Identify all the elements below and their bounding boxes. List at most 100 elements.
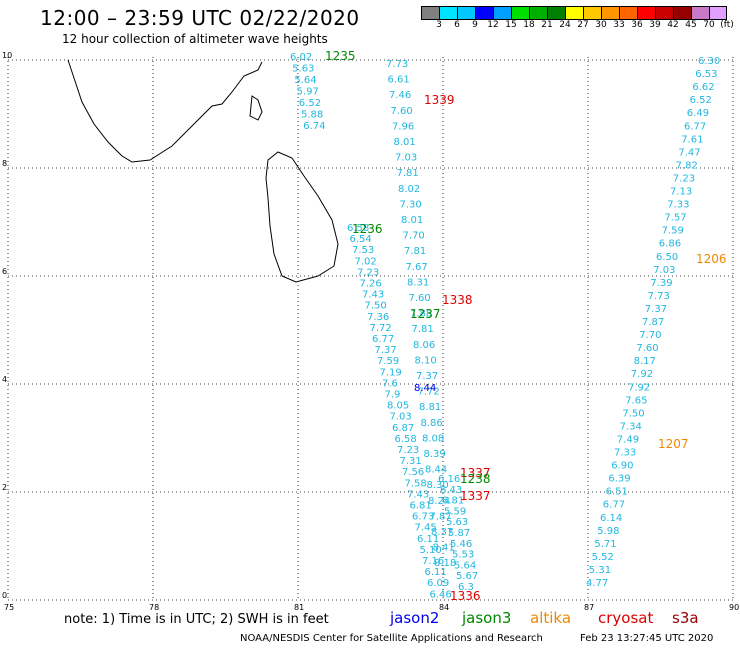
time-label: 1207: [658, 437, 689, 451]
wave-height-label: 6.11: [425, 567, 447, 578]
wave-height-label: 7.60: [391, 106, 413, 117]
x-tick-label: 84: [439, 603, 449, 612]
scale-swatch: [565, 6, 583, 20]
wave-height-label: 8.44: [414, 383, 436, 394]
wave-height-label: 7.60: [636, 343, 658, 354]
wave-height-label: 6.14: [600, 513, 622, 524]
coastline: [67, 59, 339, 283]
wave-height-label: 7.65: [625, 395, 647, 406]
wave-height-label: 7.72: [370, 323, 392, 334]
wave-height-label: 6.53: [695, 69, 717, 80]
time-label: 1337: [460, 489, 491, 503]
scale-swatch: [475, 6, 493, 20]
wave-height-label: 6.54: [350, 234, 372, 245]
wave-height-label: 7.45: [415, 523, 437, 534]
scale-swatch: [583, 6, 601, 20]
wave-height-label: 8.18: [434, 558, 456, 569]
time-label: 1235: [325, 49, 356, 63]
wave-height-label: 5.98: [597, 526, 619, 537]
wave-height-label: 8.24: [428, 496, 450, 507]
map-subtitle: 12 hour collection of altimeter wave hei…: [62, 32, 328, 46]
wave-height-label: 8.01: [401, 215, 423, 226]
wave-height-label: 6.87: [392, 423, 414, 434]
wave-height-label: 6.49: [687, 108, 709, 119]
wave-height-label: 5.63: [446, 517, 468, 528]
wave-height-label: 7.81: [412, 324, 434, 335]
wave-height-label: 6.52: [299, 98, 321, 109]
x-tick-label: 78: [149, 603, 159, 612]
scale-label: 39: [649, 20, 661, 30]
wave-height-label: 7.58: [405, 478, 427, 489]
color-scale: [421, 6, 727, 20]
wave-height-label: 7.23: [397, 445, 419, 456]
time-label: 1338: [442, 293, 473, 307]
scale-label: 30: [595, 20, 607, 30]
footer-timestamp: Feb 23 13:27:45 UTC 2020: [580, 633, 714, 644]
scale-label: 9: [472, 20, 478, 30]
wave-height-label: 7.60: [409, 293, 431, 304]
x-tick-label: 87: [584, 603, 594, 612]
wave-height-label: 5.71: [594, 539, 616, 550]
y-tick-label: 2: [2, 483, 7, 492]
wave-height-label: 8.17: [634, 356, 656, 367]
scale-swatch: [457, 6, 475, 20]
scale-swatch: [439, 6, 457, 20]
wave-height-label: 7.30: [400, 199, 422, 210]
scale-label: 33: [613, 20, 625, 30]
wave-height-label: 8.05: [387, 401, 409, 412]
map-title: 12:00 – 23:59 UTC 02/22/2020: [40, 6, 360, 30]
y-tick-label: 6: [2, 267, 7, 276]
wave-height-label: 6.73: [412, 512, 434, 523]
wave-height-label: 8.30: [427, 480, 449, 491]
y-tick-label: 8: [2, 159, 7, 168]
scale-label: 6: [454, 20, 460, 30]
wave-height-label: 6.43: [440, 485, 462, 496]
wave-height-label: 5.88: [301, 110, 323, 121]
scale-label: 45: [685, 20, 697, 30]
wave-height-label: 7.72: [418, 387, 440, 398]
scale-label: (ft): [720, 20, 734, 30]
wave-height-label: 6.39: [608, 474, 630, 485]
time-label: 1339: [424, 93, 455, 107]
wave-height-label: 5.10: [420, 545, 442, 556]
wave-height-label: 8.01: [394, 137, 416, 148]
wave-height-label: 7.9: [385, 390, 401, 401]
wave-height-label: 7.19: [380, 367, 402, 378]
wave-height-label: 7.57: [664, 213, 686, 224]
coastline-india: [67, 59, 263, 163]
wave-height-label: 7.03: [390, 412, 412, 423]
wave-height-label: 7.61: [681, 134, 703, 145]
wave-height-label: 7.96: [392, 121, 414, 132]
wave-height-label: 7.37: [416, 371, 438, 382]
x-tick-label: 75: [4, 603, 14, 612]
wave-height-label: 5.67: [456, 571, 478, 582]
wave-height-label: 7.92: [628, 382, 650, 393]
wave-height-label: 5.52: [592, 552, 614, 563]
time-label: 1206: [696, 252, 727, 266]
x-tick-label: 81: [294, 603, 304, 612]
wave-height-label: 7.53: [352, 245, 374, 256]
wave-height-label: 7.39: [650, 278, 672, 289]
wave-height-label: 7.87: [430, 511, 452, 522]
wave-height-label: 6.02: [290, 52, 312, 63]
scale-swatch: [547, 6, 565, 20]
wave-height-label: 5.46: [450, 539, 472, 550]
wave-height-label: 5.64: [294, 75, 316, 86]
scale-swatch: [529, 6, 547, 20]
wave-height-label: 6.77: [603, 500, 625, 511]
wave-height-label: 7.26: [360, 279, 382, 290]
scale-swatch: [655, 6, 673, 20]
wave-height-label: 8.02: [398, 184, 420, 195]
y-tick-label: 0: [2, 591, 7, 600]
wave-height-label: 7.33: [667, 200, 689, 211]
wave-height-labels: 6.025.635.645.976.525.886.747.736.617.46…: [290, 49, 727, 603]
wave-height-label: 7.23: [357, 267, 379, 278]
wave-height-label: 8.08: [422, 433, 444, 444]
legend-note: note: 1) Time is in UTC; 2) SWH is in fe…: [64, 612, 329, 627]
wave-height-label: 7.31: [400, 456, 422, 467]
wave-height-label: 8.39: [424, 449, 446, 460]
legend-item-jason2: jason2: [390, 609, 440, 627]
wave-height-label: 6.3: [458, 582, 474, 593]
scale-swatch: [691, 6, 709, 20]
scale-label: 3: [436, 20, 442, 30]
